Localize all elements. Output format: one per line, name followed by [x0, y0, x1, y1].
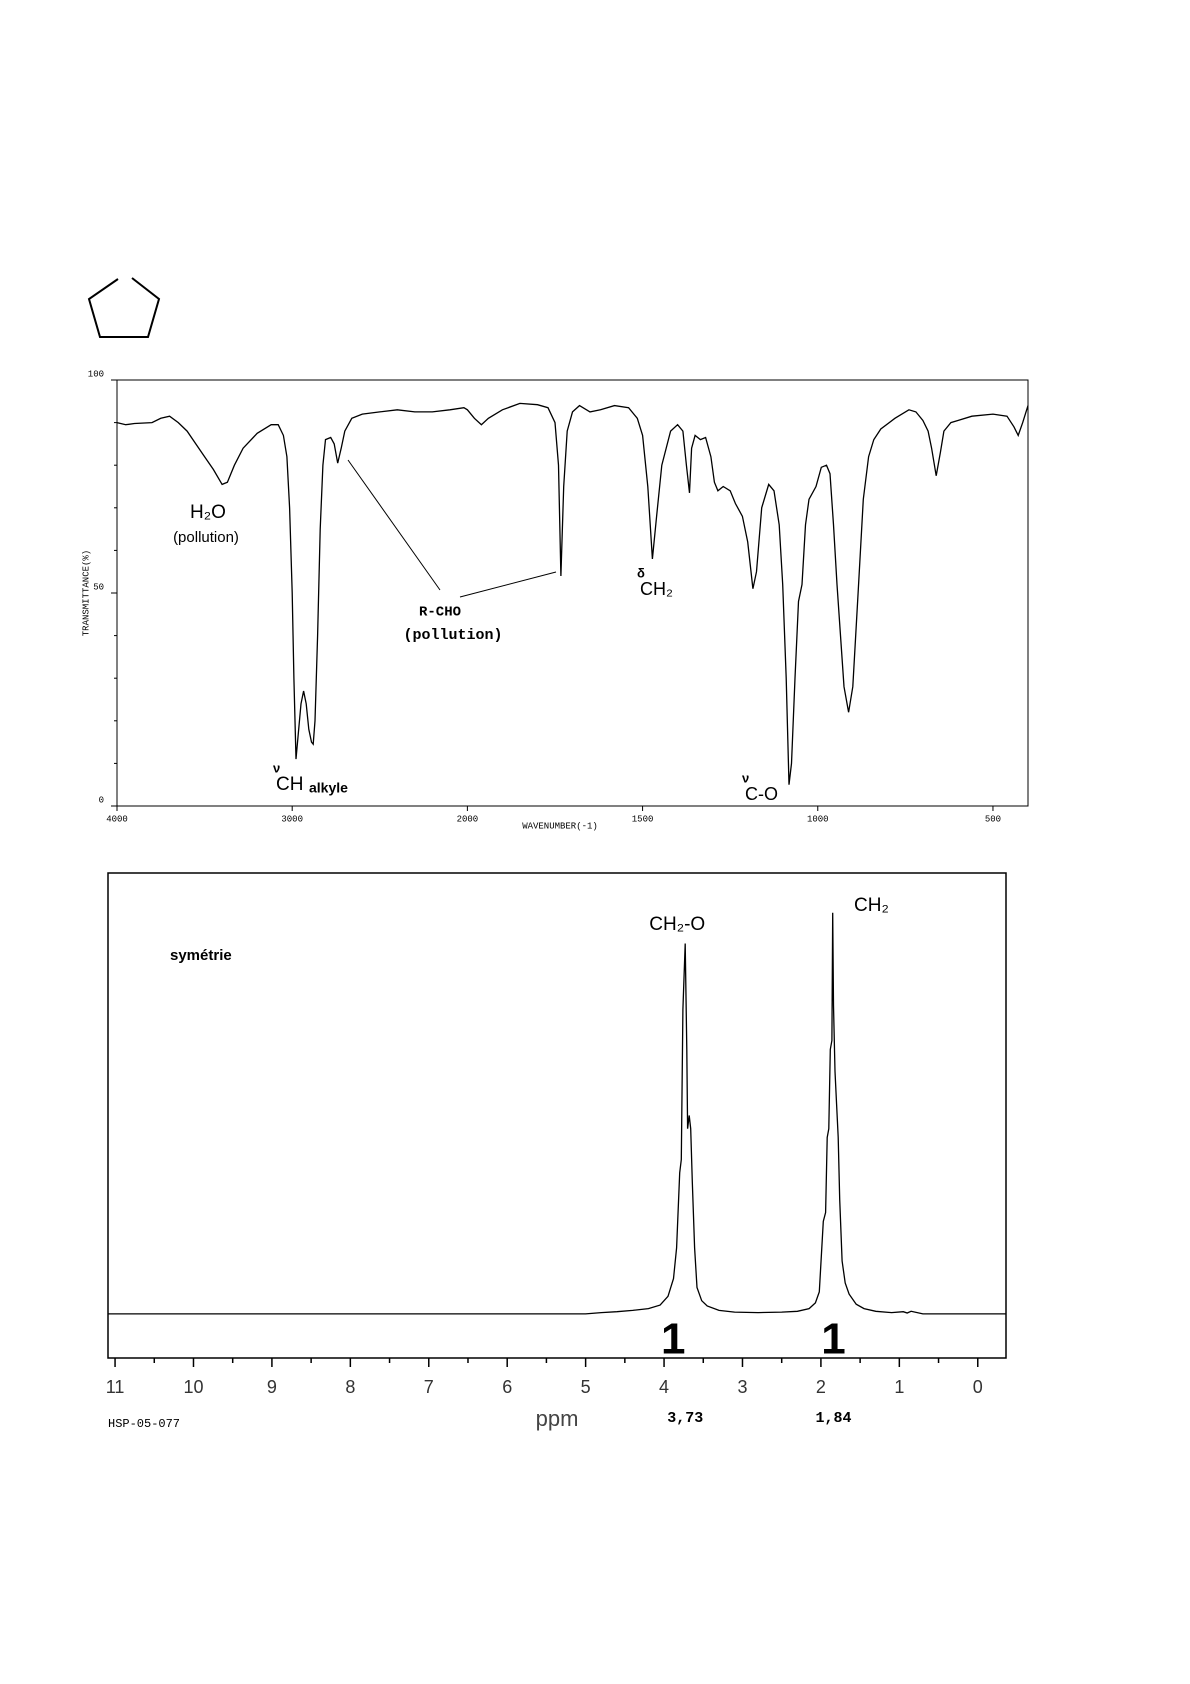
x-tick-label: 4000	[106, 814, 128, 824]
x-tick-label: 1500	[632, 814, 654, 824]
annotation-symbol: δ	[637, 565, 645, 580]
x-tick-label: 10	[183, 1377, 203, 1397]
y-tick-label: 100	[88, 369, 104, 379]
annotation: H₂O	[190, 502, 226, 523]
ir-frame	[116, 379, 1029, 807]
annotation: symétrie	[170, 947, 232, 964]
annotation-symbol: ν	[742, 770, 749, 785]
y-axis-label: TRANSMITTANCE(%)	[81, 550, 91, 636]
nmr-frame	[107, 872, 1007, 1359]
annotation: CH	[276, 774, 303, 795]
annotation: CH₂	[640, 579, 673, 599]
x-tick-label: 8	[345, 1377, 355, 1397]
x-tick-label: 1000	[807, 814, 829, 824]
peak-name: CH₂	[854, 895, 889, 916]
x-tick-label: 11	[106, 1377, 125, 1397]
annotation: (pollution)	[403, 627, 502, 644]
annotation-subscript: alkyle	[309, 780, 348, 796]
x-tick-label: 9	[267, 1377, 277, 1397]
y-tick-label: 50	[93, 582, 104, 592]
spectrum-code: HSP-05-077	[108, 1417, 180, 1431]
annotation: R-CHO	[419, 605, 461, 621]
x-axis-label: WAVENUMBER(-1)	[522, 821, 598, 831]
annotation-symbol: ν	[273, 760, 280, 775]
peak-name: CH₂-O	[649, 914, 705, 935]
x-tick-label: 2000	[457, 814, 479, 824]
annotation: C-O	[745, 784, 778, 804]
integral: 1	[661, 1315, 685, 1364]
spectrum-line	[108, 912, 1006, 1315]
peak-shift-label: 1,84	[815, 1410, 851, 1427]
y-tick-label: 0	[99, 795, 104, 805]
x-tick-label: 5	[581, 1377, 591, 1397]
x-tick-label: 500	[985, 814, 1001, 824]
annotation: (pollution)	[173, 529, 239, 546]
x-tick-label: 6	[502, 1377, 512, 1397]
x-tick-label: 3000	[281, 814, 303, 824]
molecule	[87, 277, 161, 338]
x-tick-label: 7	[424, 1377, 434, 1397]
peak-shift-label: 3,73	[667, 1410, 703, 1427]
tetrahydrofuran-ring	[87, 277, 161, 338]
x-tick-label: 2	[816, 1377, 826, 1397]
x-tick-label: 4	[659, 1377, 669, 1397]
x-tick-label: 0	[973, 1377, 983, 1397]
x-tick-label: 3	[737, 1377, 747, 1397]
x-tick-label: 1	[894, 1377, 904, 1397]
leader-line	[347, 459, 441, 591]
spectrum-line	[116, 402, 1029, 785]
x-axis-label: ppm	[536, 1406, 579, 1431]
leader-line	[459, 571, 557, 598]
integral: 1	[821, 1315, 845, 1364]
